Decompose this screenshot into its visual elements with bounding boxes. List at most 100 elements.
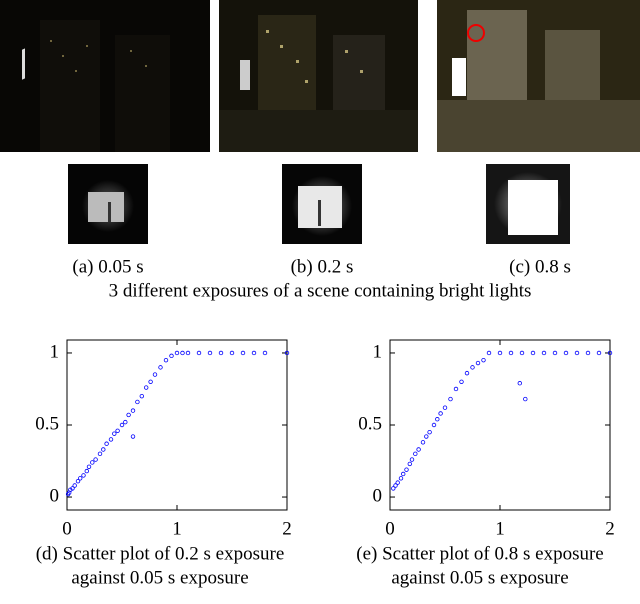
point (563, 350, 569, 356)
y-tick-label: 0.5 (35, 413, 59, 434)
point (75, 478, 81, 484)
point (497, 350, 503, 356)
point (435, 417, 440, 422)
x-tick-label: 2 (605, 518, 615, 539)
point (218, 350, 224, 356)
point (459, 379, 464, 384)
figure-caption: 3 different exposures of a scene contain… (109, 280, 532, 301)
point (123, 419, 128, 425)
point (207, 350, 213, 356)
point (104, 441, 109, 446)
point (552, 350, 558, 356)
y-tick-label: 1 (373, 341, 383, 362)
x-tick-label: 2 (282, 518, 292, 539)
point (407, 461, 412, 467)
y-tick-label: 1 (50, 341, 60, 362)
point (174, 350, 180, 356)
point (115, 428, 120, 433)
point (517, 381, 522, 386)
point (81, 473, 86, 478)
point (508, 350, 514, 356)
thumbnail (282, 164, 362, 244)
point (470, 365, 475, 370)
photo (0, 0, 210, 152)
plot-caption: against 0.05 s exposure (71, 567, 248, 588)
point (442, 405, 448, 410)
point (413, 451, 418, 457)
point (453, 386, 459, 392)
plot-caption: (d) Scatter plot of 0.2 s exposure (36, 543, 285, 564)
point (119, 422, 125, 428)
point (420, 440, 426, 445)
point (180, 350, 185, 356)
point (262, 350, 268, 356)
axes-box (66, 339, 288, 511)
point (108, 437, 114, 442)
point (398, 476, 404, 481)
plot-caption: (e) Scatter plot of 0.8 s exposure (356, 543, 603, 564)
point (130, 434, 136, 439)
photo (219, 0, 418, 152)
point (101, 447, 106, 452)
x-tick-label: 1 (495, 518, 505, 539)
y-tick-label: 0 (50, 485, 60, 506)
point (519, 350, 525, 356)
point (607, 350, 613, 356)
y-tick-label: 0 (373, 485, 383, 506)
point (90, 460, 95, 465)
point (574, 350, 580, 356)
photo-caption: (a) 0.05 s (72, 256, 143, 277)
x-tick-label: 0 (385, 518, 395, 539)
point (401, 471, 406, 477)
point (139, 393, 144, 399)
point (431, 422, 437, 428)
point (523, 396, 528, 402)
thumbnail (68, 164, 148, 244)
photo-caption: (b) 0.2 s (291, 256, 354, 277)
x-tick-label: 1 (172, 518, 182, 539)
point (424, 434, 429, 439)
point (112, 431, 117, 436)
point (169, 353, 174, 359)
point (152, 372, 158, 377)
point (391, 486, 396, 491)
point (438, 411, 443, 416)
point (84, 468, 89, 474)
point (196, 350, 202, 356)
point (409, 457, 415, 462)
point (404, 467, 409, 472)
point (135, 399, 140, 405)
point (585, 350, 591, 356)
x-tick-label: 0 (62, 518, 72, 539)
axes-box (389, 339, 611, 511)
photo (437, 0, 640, 152)
point (126, 412, 131, 418)
point (448, 396, 453, 402)
point (481, 357, 486, 363)
point (72, 483, 77, 488)
photo-caption: (c) 0.8 s (509, 256, 571, 277)
y-tick-label: 0.5 (358, 413, 382, 434)
point (475, 360, 481, 366)
point (393, 483, 398, 488)
point (158, 365, 163, 370)
point (541, 350, 547, 356)
point (240, 350, 246, 356)
point (143, 385, 149, 390)
point (93, 457, 98, 462)
point (486, 350, 492, 356)
plot-caption: against 0.05 s exposure (391, 567, 568, 588)
point (251, 350, 257, 356)
point (427, 430, 432, 435)
point (464, 370, 470, 376)
point (416, 447, 421, 452)
point (70, 486, 75, 491)
point (185, 350, 191, 356)
thumbnail (486, 164, 570, 244)
point (86, 464, 92, 469)
point (395, 480, 400, 485)
point (596, 350, 602, 356)
point (130, 408, 136, 413)
point (530, 350, 536, 356)
